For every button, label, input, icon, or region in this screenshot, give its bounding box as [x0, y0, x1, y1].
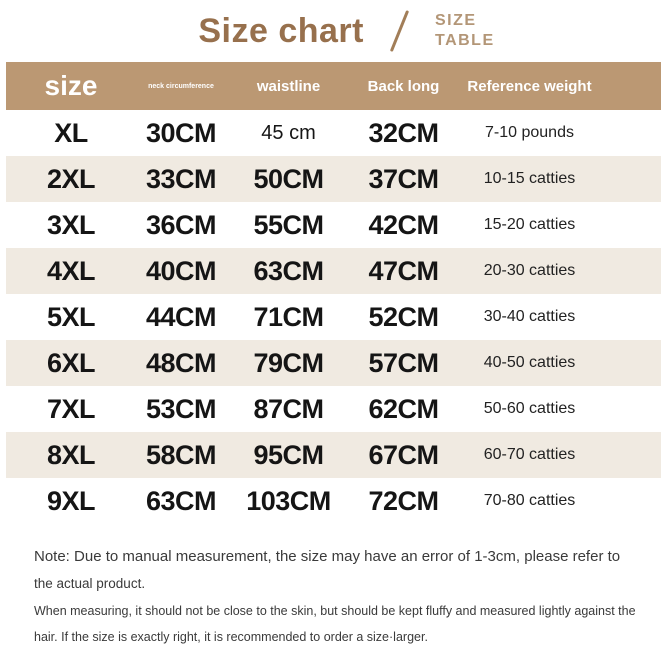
note-line-4: hair. If the size is exactly right, it i… [34, 630, 428, 644]
page-title: Size chart [198, 11, 364, 50]
header-cell-neck-circumference: neck circumference [148, 82, 214, 90]
cell-weight: 15-20 catties [483, 216, 576, 233]
cell-back: 32CM [368, 117, 439, 148]
cell-size: 2XL [46, 163, 96, 194]
cell-weight: 20-30 catties [483, 262, 576, 279]
header-cell-back-long: Back long [367, 77, 440, 95]
cell-neck: 33CM [145, 163, 217, 194]
page-subtitle: SIZE TABLE [435, 11, 495, 51]
title-bar: Size chart SIZE TABLE [0, 0, 667, 62]
subtitle-line-1: SIZE [434, 12, 477, 29]
cell-neck: 48CM [145, 347, 217, 378]
cell-waist: 95CM [253, 439, 324, 470]
table-header-row: size neck circumference waistline Back l… [6, 62, 661, 110]
cell-size: 4XL [46, 255, 96, 286]
cell-neck: 58CM [145, 439, 217, 470]
size-table: size neck circumference waistline Back l… [6, 62, 661, 524]
cell-back: 52CM [368, 301, 439, 332]
notes-section: Note: Due to manual measurement, the siz… [0, 524, 667, 644]
cell-size: 5XL [46, 301, 96, 332]
cell-weight: 30-40 catties [483, 308, 576, 325]
cell-weight: 60-70 catties [483, 446, 576, 463]
cell-waist: 50CM [253, 163, 324, 194]
cell-waist: 63CM [253, 255, 324, 286]
note-line-3: When measuring, it should not be close t… [34, 604, 636, 618]
cell-size: 6XL [46, 347, 96, 378]
cell-back: 62CM [368, 393, 439, 424]
cell-neck: 53CM [145, 393, 217, 424]
table-row: 4XL 40CM 63CM 47CM 20-30 catties [6, 248, 661, 294]
cell-neck: 30CM [145, 117, 217, 148]
cell-neck: 63CM [145, 485, 217, 516]
cell-neck: 44CM [145, 301, 217, 332]
cell-back: 37CM [368, 163, 439, 194]
cell-size: 8XL [46, 439, 96, 470]
header-cell-reference-weight: Reference weight [467, 77, 592, 95]
cell-neck: 40CM [145, 255, 217, 286]
subtitle-line-2: TABLE [434, 32, 495, 49]
table-row: 2XL 33CM 50CM 37CM 10-15 catties [6, 156, 661, 202]
cell-size: 9XL [46, 485, 96, 516]
table-row: 5XL 44CM 71CM 52CM 30-40 catties [6, 294, 661, 340]
cell-waist: 45 cm [261, 121, 316, 144]
table-row: 3XL 36CM 55CM 42CM 15-20 catties [6, 202, 661, 248]
cell-weight: 7-10 pounds [485, 124, 574, 141]
note-line-2: the actual product. [34, 576, 146, 591]
cell-back: 72CM [368, 485, 439, 516]
header-cell-waistline: waistline [256, 77, 321, 95]
table-row: 9XL 63CM 103CM 72CM 70-80 catties [6, 478, 661, 524]
cell-size: 7XL [46, 393, 96, 424]
header-cell-size: size [44, 70, 98, 101]
table-row: 6XL 48CM 79CM 57CM 40-50 catties [6, 340, 661, 386]
cell-back: 57CM [368, 347, 439, 378]
table-row: 8XL 58CM 95CM 67CM 60-70 catties [6, 432, 661, 478]
cell-weight: 50-60 catties [483, 400, 576, 417]
cell-size: 3XL [46, 209, 96, 240]
cell-back: 67CM [368, 439, 439, 470]
cell-back: 42CM [368, 209, 439, 240]
table-row: 7XL 53CM 87CM 62CM 50-60 catties [6, 386, 661, 432]
cell-weight: 70-80 catties [483, 492, 576, 509]
cell-waist: 87CM [253, 393, 324, 424]
slash-divider [389, 10, 410, 52]
cell-size: XL [54, 117, 88, 148]
cell-waist: 55CM [253, 209, 324, 240]
cell-weight: 10-15 catties [483, 170, 576, 187]
cell-waist: 103CM [246, 485, 331, 516]
cell-weight: 40-50 catties [483, 354, 576, 371]
cell-waist: 71CM [253, 301, 324, 332]
cell-waist: 79CM [253, 347, 324, 378]
note-line-1: Note: Due to manual measurement, the siz… [34, 548, 621, 565]
table-row: XL 30CM 45 cm 32CM 7-10 pounds [6, 110, 661, 156]
cell-back: 47CM [368, 255, 439, 286]
cell-neck: 36CM [145, 209, 217, 240]
